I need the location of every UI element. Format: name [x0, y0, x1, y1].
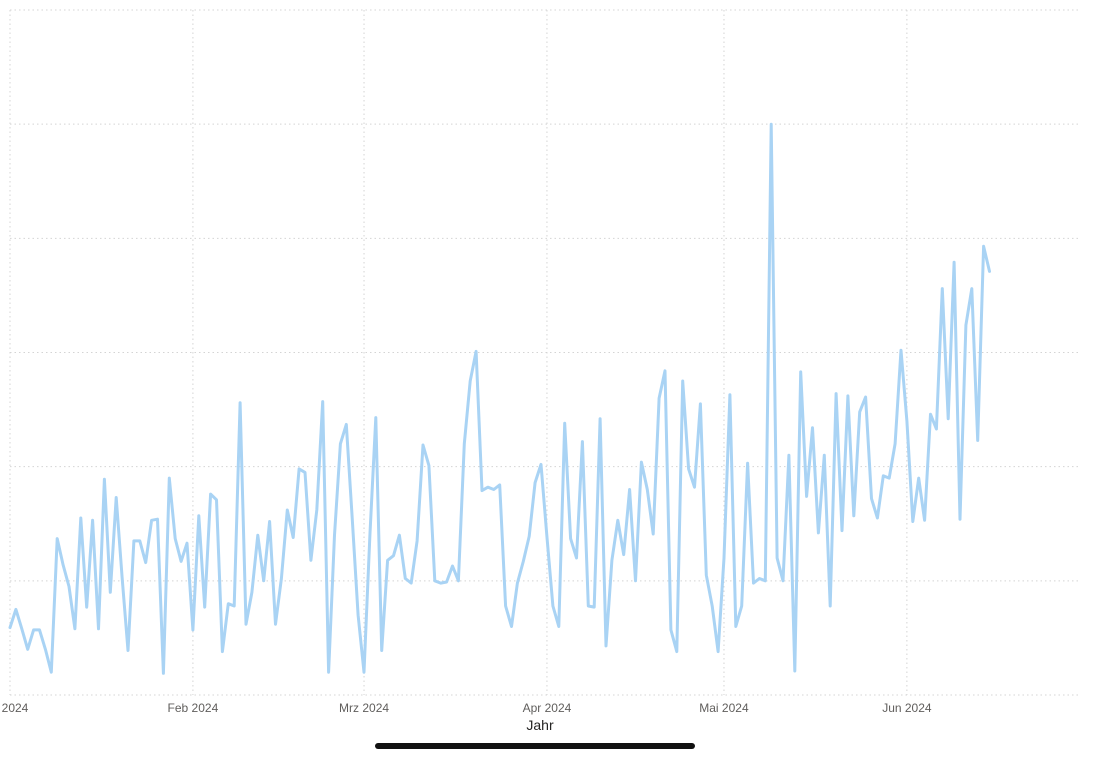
x-tick-label: Feb 2024	[168, 701, 219, 715]
x-tick-label: Apr 2024	[523, 701, 572, 715]
gridlines	[9, 9, 1078, 696]
series-line	[8, 122, 991, 675]
home-indicator-bar[interactable]	[375, 743, 695, 749]
x-tick-label: n 2024	[0, 701, 29, 715]
x-tick-label: Mrz 2024	[339, 701, 389, 715]
x-axis-ticks: n 2024 Feb 2024 Mrz 2024 Apr 2024 Mai 2024 Ju…	[0, 701, 932, 715]
x-tick-label: Mai 2024	[699, 701, 749, 715]
x-tick-label: Jun 2024	[882, 701, 932, 715]
x-axis-title: Jahr	[526, 717, 554, 733]
series-layer	[8, 122, 991, 675]
